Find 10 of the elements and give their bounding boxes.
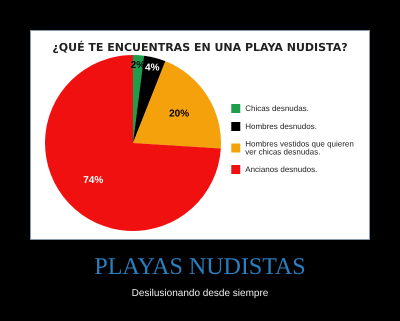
- legend-label: Ancianos desnudos.: [245, 165, 318, 174]
- data-label: 4%: [145, 62, 160, 74]
- legend-label: Hombres desnudos.: [245, 122, 317, 131]
- data-label: 20%: [169, 108, 190, 120]
- legend-label: Hombres vestidos que quieren ver chicas desnudas.: [245, 140, 356, 156]
- text: PLAYAS NUDISTAS: [93, 254, 307, 281]
- legend-label: Chicas desnudas.: [245, 104, 309, 113]
- data-label: 74%: [83, 174, 104, 186]
- chart-title: ¿QUÉ TE ENCUENTRAS EN UNA PLAYA NUDISTA?: [52, 40, 348, 54]
- text: Desilusionando desde siempre: [130, 288, 270, 299]
